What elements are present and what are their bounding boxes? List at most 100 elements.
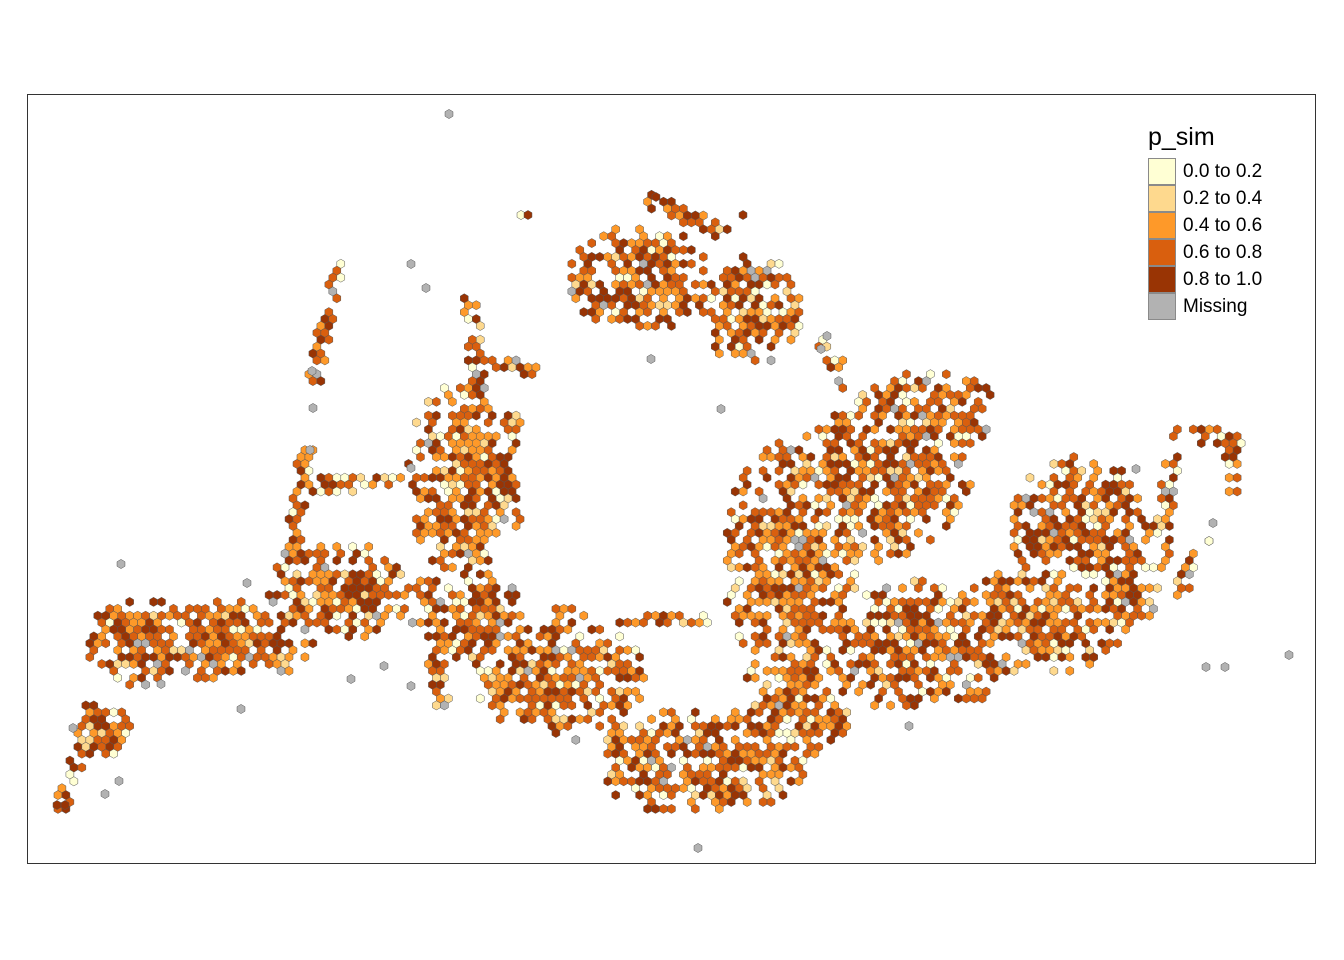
hex-cell <box>794 776 804 787</box>
hex-cell <box>1081 569 1090 580</box>
legend-label-2: 0.4 to 0.6 <box>1183 215 1263 236</box>
hex-cell <box>527 369 537 380</box>
hex-cell <box>304 576 314 587</box>
hex-cell <box>930 500 939 511</box>
hex-cell <box>1212 438 1222 449</box>
hex-cell <box>766 355 776 366</box>
hex-cell <box>396 569 405 580</box>
hex-cell <box>754 334 764 345</box>
hex-cell <box>424 631 433 642</box>
legend: p_sim 0.0 to 0.2 0.2 to 0.4 0.4 to 0.6 0… <box>1148 122 1262 320</box>
hex-cell <box>699 265 708 276</box>
hex-cell <box>603 666 612 676</box>
hex-cell <box>101 748 110 759</box>
hex-cell <box>472 300 481 311</box>
hex-cell <box>738 500 748 511</box>
hex-cell <box>372 624 381 635</box>
hex-cell <box>288 617 298 628</box>
hex-cell <box>810 748 820 759</box>
hex-cell <box>499 514 509 524</box>
hex-cell <box>567 700 577 711</box>
hex-cell <box>300 652 310 662</box>
hex-cell <box>1141 534 1150 545</box>
hex-cell <box>1145 610 1154 621</box>
hex-cell <box>667 790 676 800</box>
hex-cell <box>965 438 975 449</box>
hex-cell <box>866 679 875 690</box>
hex-cell <box>615 672 624 683</box>
hex-cell <box>958 396 967 407</box>
hex-cell <box>667 748 676 759</box>
hex-cell <box>826 666 836 676</box>
hex-cell <box>464 314 473 324</box>
hex-cell <box>392 590 401 600</box>
hex-cell <box>583 714 593 725</box>
hex-cell <box>412 417 421 428</box>
hex-cell <box>452 652 461 662</box>
hex-cell <box>679 245 688 255</box>
hex-cell <box>595 707 604 718</box>
hex-cell <box>816 344 826 354</box>
hex-cell <box>631 617 640 628</box>
hex-cell <box>730 721 740 731</box>
hex-cell <box>786 638 796 649</box>
hex-cell <box>914 528 923 538</box>
hex-cell <box>1224 459 1234 469</box>
hex-cell <box>1220 662 1230 672</box>
hex-cell <box>715 348 724 359</box>
hex-cell <box>121 659 130 669</box>
hex-cell <box>926 534 935 545</box>
hex-cell <box>754 597 764 607</box>
legend-label-0: 0.0 to 0.2 <box>1183 161 1263 182</box>
hex-cell <box>360 631 369 642</box>
hex-cell <box>575 714 585 725</box>
hex-cell <box>985 390 995 400</box>
hex-cell <box>1185 569 1194 580</box>
hex-cell <box>639 672 648 683</box>
legend-label-1: 0.2 to 0.4 <box>1183 188 1263 209</box>
hex-cell <box>468 390 477 400</box>
hex-cell <box>1065 541 1075 552</box>
hex-cell <box>475 569 485 580</box>
hex-cell <box>551 728 561 738</box>
hex-cell <box>623 672 632 683</box>
hex-cell <box>862 590 871 600</box>
hex-cell <box>838 645 847 656</box>
legend-swatch-0 <box>1148 158 1176 185</box>
hex-cell <box>886 548 895 559</box>
hex-cell <box>814 479 824 490</box>
hex-cell <box>396 472 405 483</box>
hex-cell <box>300 624 310 635</box>
legend-label-3: 0.6 to 0.8 <box>1183 242 1263 263</box>
hex-cell <box>177 617 186 628</box>
hex-cell <box>1133 493 1142 504</box>
hex-cell <box>667 804 676 814</box>
hex-cell <box>938 652 947 662</box>
hex-cell <box>181 666 190 676</box>
hex-cell <box>659 804 668 814</box>
hex-cell <box>659 790 668 800</box>
hex-cell <box>448 396 457 407</box>
hex-cell <box>400 590 409 600</box>
hex-cell <box>663 728 672 738</box>
hex-cell <box>428 528 437 538</box>
hex-cell <box>699 790 708 800</box>
hex-cell <box>332 610 342 621</box>
hex-cell <box>1073 583 1083 593</box>
hex-cell <box>519 714 529 725</box>
legend-item-0: 0.0 to 0.2 <box>1148 158 1262 185</box>
hex-cell <box>703 617 712 628</box>
hex-cell <box>432 700 441 711</box>
legend-label-4: 0.8 to 1.0 <box>1183 269 1263 290</box>
hex-cell <box>507 693 517 704</box>
hex-cell <box>292 555 302 566</box>
hex-cell <box>129 659 138 669</box>
hex-cell <box>464 341 473 352</box>
hex-cell <box>1049 666 1059 676</box>
hex-cell <box>527 714 537 725</box>
hex-cell <box>384 590 393 600</box>
hex-cell <box>567 258 577 269</box>
hex-cell <box>750 645 760 656</box>
legend-label-5: Missing <box>1183 296 1248 317</box>
hex-cell <box>850 583 859 593</box>
